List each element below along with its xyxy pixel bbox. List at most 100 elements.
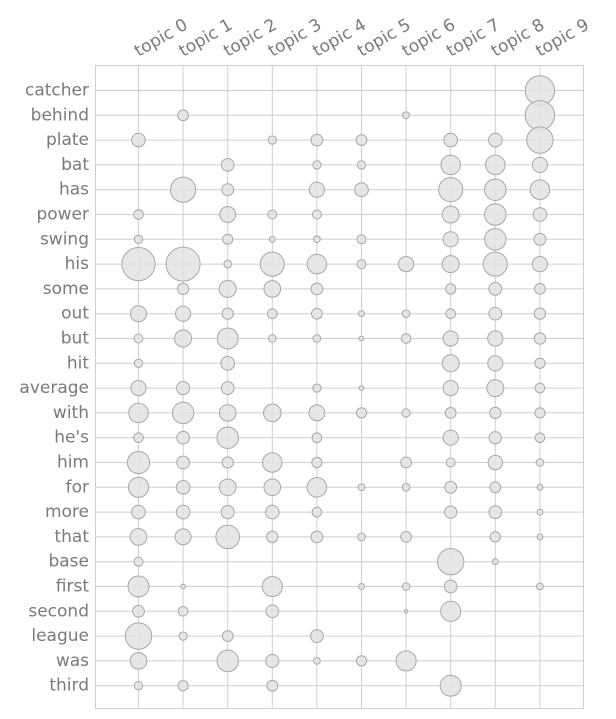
bubble-average-topic-1 [176,381,191,396]
bubble-but-topic-1 [174,329,193,348]
bubble-some-topic-1 [176,282,190,296]
bubble-with-topic-1 [171,401,195,425]
bubble-swing-topic-9 [533,232,547,246]
bubble-has-topic-5 [354,182,369,197]
bubble-swing-topic-8 [484,228,507,251]
bubble-with-topic-9 [534,407,546,419]
bubble-out-topic-4 [311,307,323,320]
bubble-his-topic-1 [165,246,201,282]
bubble-second-topic-0 [132,604,145,618]
word-label: swing [40,229,89,249]
word-label: that [54,527,89,547]
bubble-was-topic-6 [395,650,417,672]
bubble-second-topic-6 [403,609,409,614]
bubble-plate-topic-4 [310,133,324,147]
plot-frame [95,65,584,709]
bubble-plate-topic-5 [355,134,368,146]
bubble-for-topic-9 [536,483,544,491]
bubble-hes-topic-4 [311,432,323,444]
bubble-third-topic-1 [177,680,189,692]
bubble-first-topic-0 [127,575,150,598]
word-label: base [48,552,89,572]
bubble-with-topic-3 [262,403,282,423]
bubble-that-topic-2 [215,524,240,550]
bubble-for-topic-5 [357,483,366,492]
bubble-second-topic-1 [177,605,189,617]
bubble-his-topic-0 [121,247,156,282]
bubble-his-topic-8 [482,251,508,277]
bubble-third-topic-3 [266,679,279,692]
bubble-with-topic-6 [401,408,411,418]
bubble-swing-topic-7 [442,231,459,248]
bubble-league-topic-4 [310,629,324,643]
bubble-more-topic-2 [220,505,235,520]
bubble-but-topic-3 [268,334,277,343]
bubble-hes-topic-8 [488,431,502,445]
bubble-was-topic-4 [313,657,321,665]
bubble-has-topic-4 [308,181,325,198]
word-label: for [66,477,89,497]
word-label: second [28,601,89,621]
bubble-his-topic-3 [259,251,285,277]
bubble-swing-topic-5 [356,234,367,245]
bubble-power-topic-2 [219,206,237,223]
bubble-third-topic-0 [133,681,144,691]
bubble-out-topic-2 [221,307,234,320]
bubble-out-topic-5 [358,310,365,318]
bubble-some-topic-3 [263,280,282,298]
bubble-with-topic-0 [128,402,149,424]
bubble-but-topic-9 [533,332,547,345]
bubble-for-topic-7 [444,480,458,494]
bubble-average-topic-0 [130,380,147,397]
bubble-with-topic-8 [489,406,502,420]
bubble-that-topic-4 [310,530,324,544]
bubble-that-topic-8 [489,531,501,543]
bubble-more-topic-4 [311,506,323,518]
bubble-hit-topic-9 [534,357,546,369]
bubble-that-topic-6 [400,531,412,543]
bubble-hes-topic-7 [442,429,459,446]
bubble-some-topic-9 [534,283,546,295]
bubble-him-topic-4 [311,456,323,469]
bubble-out-topic-9 [533,307,547,320]
bubble-him-topic-6 [400,456,412,469]
bubble-him-topic-0 [126,450,151,475]
bubble-first-topic-6 [401,582,411,591]
grid-lines [95,65,584,709]
bubble-hit-topic-8 [487,355,504,372]
bubble-him-topic-8 [487,454,504,471]
word-label: with [53,403,89,423]
bubble-for-topic-4 [306,477,328,498]
word-label: league [31,626,89,646]
bubble-with-topic-4 [308,404,326,422]
bubble-hit-topic-0 [133,358,144,368]
bubble-power-topic-4 [311,209,322,220]
word-label: first [56,577,90,597]
bubble-league-topic-1 [178,631,188,641]
bubble-but-topic-4 [312,334,322,343]
word-label: more [45,502,89,522]
word-label: hit [67,353,89,373]
bubble-him-topic-1 [176,455,190,470]
word-label: some [43,279,89,299]
bubble-first-topic-9 [536,582,544,591]
bubble-base-topic-7 [437,548,465,576]
bubble-him-topic-7 [445,457,456,468]
bubble-but-topic-2 [216,327,239,350]
bubble-out-topic-3 [266,308,278,320]
bubble-bat-topic-4 [312,160,322,170]
bubble-plate-topic-9 [526,126,554,154]
bubble-was-topic-5 [355,655,368,667]
bubble-base-topic-0 [133,556,144,567]
bubble-but-topic-7 [442,330,459,347]
bubble-for-topic-2 [218,478,237,497]
bubble-base-topic-8 [491,558,499,566]
bubble-plate-topic-8 [488,132,503,148]
bubble-average-topic-2 [220,381,235,395]
bubble-but-topic-5 [358,335,365,342]
word-label: plate [46,130,89,150]
bubble-for-topic-6 [401,483,411,492]
bubble-hes-topic-1 [176,430,190,445]
bubble-for-topic-0 [127,476,150,498]
bubble-hit-topic-7 [441,354,460,373]
